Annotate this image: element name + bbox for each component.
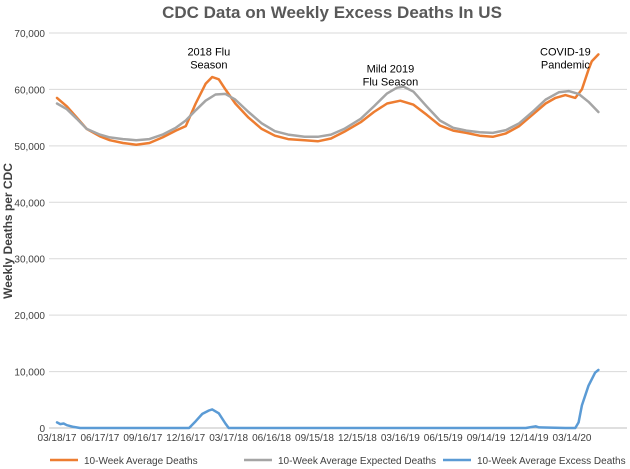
y-tick-label: 70,000 [14,29,45,40]
series-lines [55,53,600,430]
x-tick-labels: 03/18/17 06/17/17 09/16/17 12/16/17 03/17/18… [38,433,592,444]
annotation-text: Pandemic [541,60,590,72]
x-tick-label: 12/14/19 [510,433,549,444]
chart-title: CDC Data on Weekly Excess Deaths In US [162,3,502,22]
y-tick-label: 30,000 [14,255,45,266]
y-tick-label: 40,000 [14,198,45,209]
x-tick-label: 09/14/19 [467,433,506,444]
annotation-text: 2018 Flu [187,47,230,59]
annotation-text: Mild 2019 [367,64,415,76]
y-tick-labels: 0 10,000 20,000 30,000 40,000 50,000 60,000 70,… [14,29,45,435]
gridlines [49,32,627,429]
x-tick-label: 06/17/17 [80,433,119,444]
legend-label: 10-Week Average Deaths [84,456,198,467]
x-tick-label: 09/16/17 [123,433,162,444]
x-tick-label: 03/16/19 [381,433,420,444]
series-line-2 [55,85,600,142]
x-tick-label: 03/14/20 [553,433,592,444]
series-line-1 [55,53,600,146]
x-tick-label: 12/15/18 [338,433,377,444]
x-tick-label: 03/18/17 [38,433,77,444]
y-tick-label: 10,000 [14,368,45,379]
legend-label: 10-Week Average Expected Deaths [278,456,436,467]
legend-label: 10-Week Average Excess Deaths [477,456,626,467]
x-tick-label: 06/16/18 [252,433,291,444]
y-tick-label: 50,000 [14,142,45,153]
x-tick-label: 12/16/17 [166,433,205,444]
legend: 10-Week Average Deaths 10-Week Average Ex… [50,456,626,467]
y-axis-label: Weekly Deaths per CDC [1,163,15,299]
x-tick-label: 03/17/18 [209,433,248,444]
y-tick-label: 0 [39,424,45,435]
series-line-3 [55,368,600,430]
x-tick-label: 09/15/18 [295,433,334,444]
annotation-text: COVID-19 [540,47,591,59]
y-tick-label: 60,000 [14,85,45,96]
y-tick-label: 20,000 [14,311,45,322]
x-tick-label: 06/15/19 [424,433,463,444]
annotation-text: Season [190,60,227,72]
annotation-text: Flu Season [363,77,419,89]
